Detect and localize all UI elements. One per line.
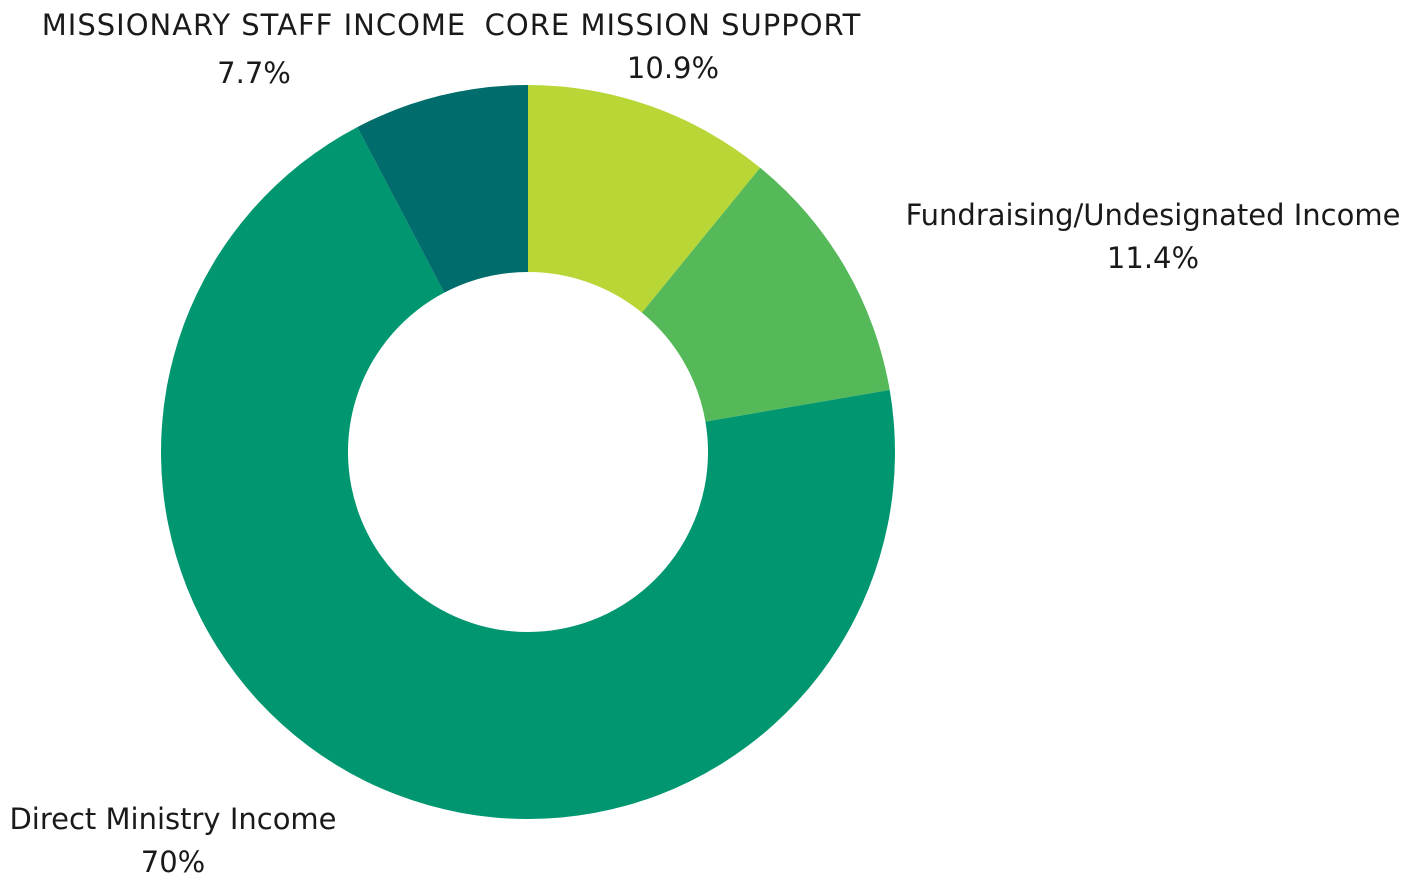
label-direct-ministry-income: Direct Ministry Income <box>9 802 336 836</box>
label-core-mission-support: CORE MISSION SUPPORT <box>485 8 862 42</box>
label-fundraising-undesignated-income: Fundraising/Undesignated Income <box>906 198 1401 232</box>
value-direct-ministry-income: 70% <box>141 845 205 877</box>
slice-missionary-staff-income <box>357 85 528 293</box>
donut-slices <box>161 85 895 819</box>
slice-fundraising-undesignated-income <box>641 167 890 422</box>
slice-direct-ministry-income <box>161 127 895 819</box>
value-core-mission-support: 10.9% <box>627 51 719 85</box>
value-missionary-staff-income: 7.7% <box>217 56 291 90</box>
slice-labels: CORE MISSION SUPPORT 10.9% Fundraising/U… <box>9 8 1400 877</box>
value-fundraising-undesignated-income: 11.4% <box>1107 241 1199 275</box>
label-missionary-staff-income: MISSIONARY STAFF INCOME <box>42 8 466 42</box>
slice-core-mission-support <box>528 85 761 313</box>
